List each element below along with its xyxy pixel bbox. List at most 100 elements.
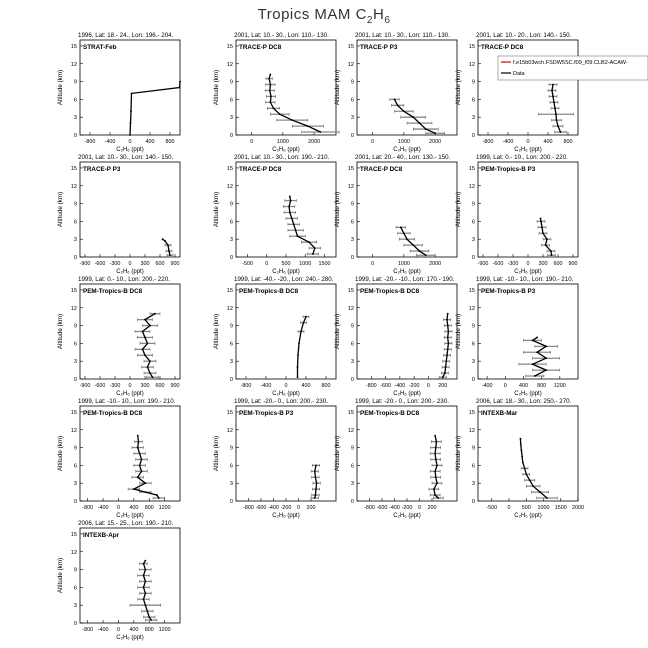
figure-title: Tropics MAM C2H6 [257, 6, 391, 26]
x-tick-label: -200 [281, 505, 292, 511]
panel-frame [356, 161, 458, 258]
data-point [142, 574, 145, 577]
x-tick-label: -300 [110, 261, 121, 267]
data-point [315, 482, 318, 485]
data-point [545, 357, 548, 360]
y-axis-label: Altitude (km) [334, 70, 341, 105]
x-tick-label: 0 [508, 505, 511, 511]
y-tick-label: 15 [469, 166, 475, 172]
data-profile-line [288, 196, 316, 255]
panel-frame [79, 283, 181, 380]
data-point [446, 354, 448, 357]
y-tick-label: 9 [472, 80, 475, 86]
panel-frame [477, 283, 579, 380]
data-point [144, 318, 146, 321]
data-point [150, 619, 153, 621]
x-tick-label: 2000 [572, 505, 584, 511]
profile-panel: 2006, Lat: 18.- 30., Lon: 250.- 270. INTE… [455, 398, 584, 519]
y-tick-label: 3 [351, 115, 354, 121]
x-tick-label: 0 [527, 261, 530, 267]
data-point [446, 312, 449, 315]
data-point [555, 119, 558, 122]
data-point [140, 458, 143, 461]
x-axis-label: C₂H₆ (ppt) [116, 391, 143, 397]
panel-header: 2001, Lat: 10.- 30., Lon: 110.- 130. [355, 32, 450, 39]
data-point [520, 449, 523, 452]
data-point [443, 372, 446, 374]
x-tick-label: 300 [141, 383, 150, 389]
panel-campaign-label: INTEXB-Apr [83, 532, 120, 539]
y-tick-label: 15 [71, 532, 77, 538]
data-point [544, 244, 547, 247]
data-point [157, 497, 160, 499]
data-point [168, 250, 170, 252]
y-axis-label: Altitude (km) [213, 314, 220, 349]
y-tick-label: 3 [472, 481, 475, 487]
data-point [552, 95, 554, 98]
y-tick-label: 3 [74, 237, 77, 243]
y-tick-label: 3 [230, 359, 233, 365]
y-tick-label: 6 [472, 97, 475, 103]
panel-campaign-label: TRACE-P P3 [83, 166, 121, 173]
data-point [305, 315, 307, 318]
y-tick-label: 3 [351, 481, 354, 487]
data-point [436, 482, 438, 485]
data-point [296, 366, 299, 369]
x-tick-label: -400 [98, 505, 109, 511]
panel-header: 1999, Lat: -20.- 0., Lon: 200.- 230. [355, 398, 449, 405]
panel-campaign-label: PEM-Tropics-B P3 [481, 166, 536, 173]
data-point [559, 131, 562, 133]
data-point [315, 488, 317, 491]
x-tick-label: 800 [537, 383, 546, 389]
x-tick-label: 0 [129, 383, 132, 389]
data-point [142, 562, 145, 565]
x-tick-label: -600 [380, 383, 391, 389]
y-tick-label: 6 [230, 97, 233, 103]
data-point [129, 122, 132, 125]
x-tick-label: 400 [519, 383, 528, 389]
y-tick-label: 0 [74, 255, 77, 261]
data-point [418, 122, 421, 125]
legend-data-label: Data [513, 71, 526, 77]
x-tick-label: 200 [438, 383, 447, 389]
data-point [269, 101, 272, 104]
data-point [144, 336, 146, 339]
data-profile-line [162, 238, 171, 256]
data-point [434, 446, 437, 449]
data-point [536, 351, 538, 354]
x-tick-label: 0 [297, 505, 300, 511]
x-tick-label: -600 [256, 505, 267, 511]
x-tick-label: -400 [268, 505, 279, 511]
y-tick-label: 6 [74, 219, 77, 225]
data-point [446, 348, 449, 351]
y-tick-label: 6 [472, 463, 475, 469]
data-point [531, 339, 534, 342]
data-point [550, 250, 552, 252]
data-point [519, 437, 522, 440]
data-point [532, 485, 535, 488]
y-tick-label: 0 [74, 377, 77, 383]
data-point [412, 116, 415, 119]
y-axis-label: Altitude (km) [334, 192, 341, 227]
data-point [141, 348, 144, 351]
y-tick-label: 0 [472, 255, 475, 261]
x-tick-label: -600 [493, 261, 504, 267]
data-profile-line [539, 218, 553, 256]
y-tick-label: 12 [71, 306, 77, 312]
y-axis-label: Altitude (km) [57, 436, 64, 471]
data-point [288, 205, 290, 208]
profile-panel: 1999, Lat: -20.- -10., Lon: 170.- 190. PE… [334, 276, 458, 397]
data-point [144, 482, 147, 485]
x-tick-label: 400 [302, 383, 311, 389]
panel-header: 1999, Lat: -20.- -10., Lon: 170.- 190. [355, 276, 455, 283]
panel-frame [79, 161, 181, 258]
x-tick-label: 0 [285, 383, 288, 389]
panel-header: 2001, Lat: 10.- 20., Lon: 140.- 150. [476, 32, 572, 39]
data-point [528, 479, 531, 482]
data-point [294, 229, 297, 232]
panel-frame [235, 161, 337, 258]
y-tick-label: 12 [227, 306, 233, 312]
data-point [555, 113, 557, 116]
y-tick-label: 15 [71, 288, 77, 294]
